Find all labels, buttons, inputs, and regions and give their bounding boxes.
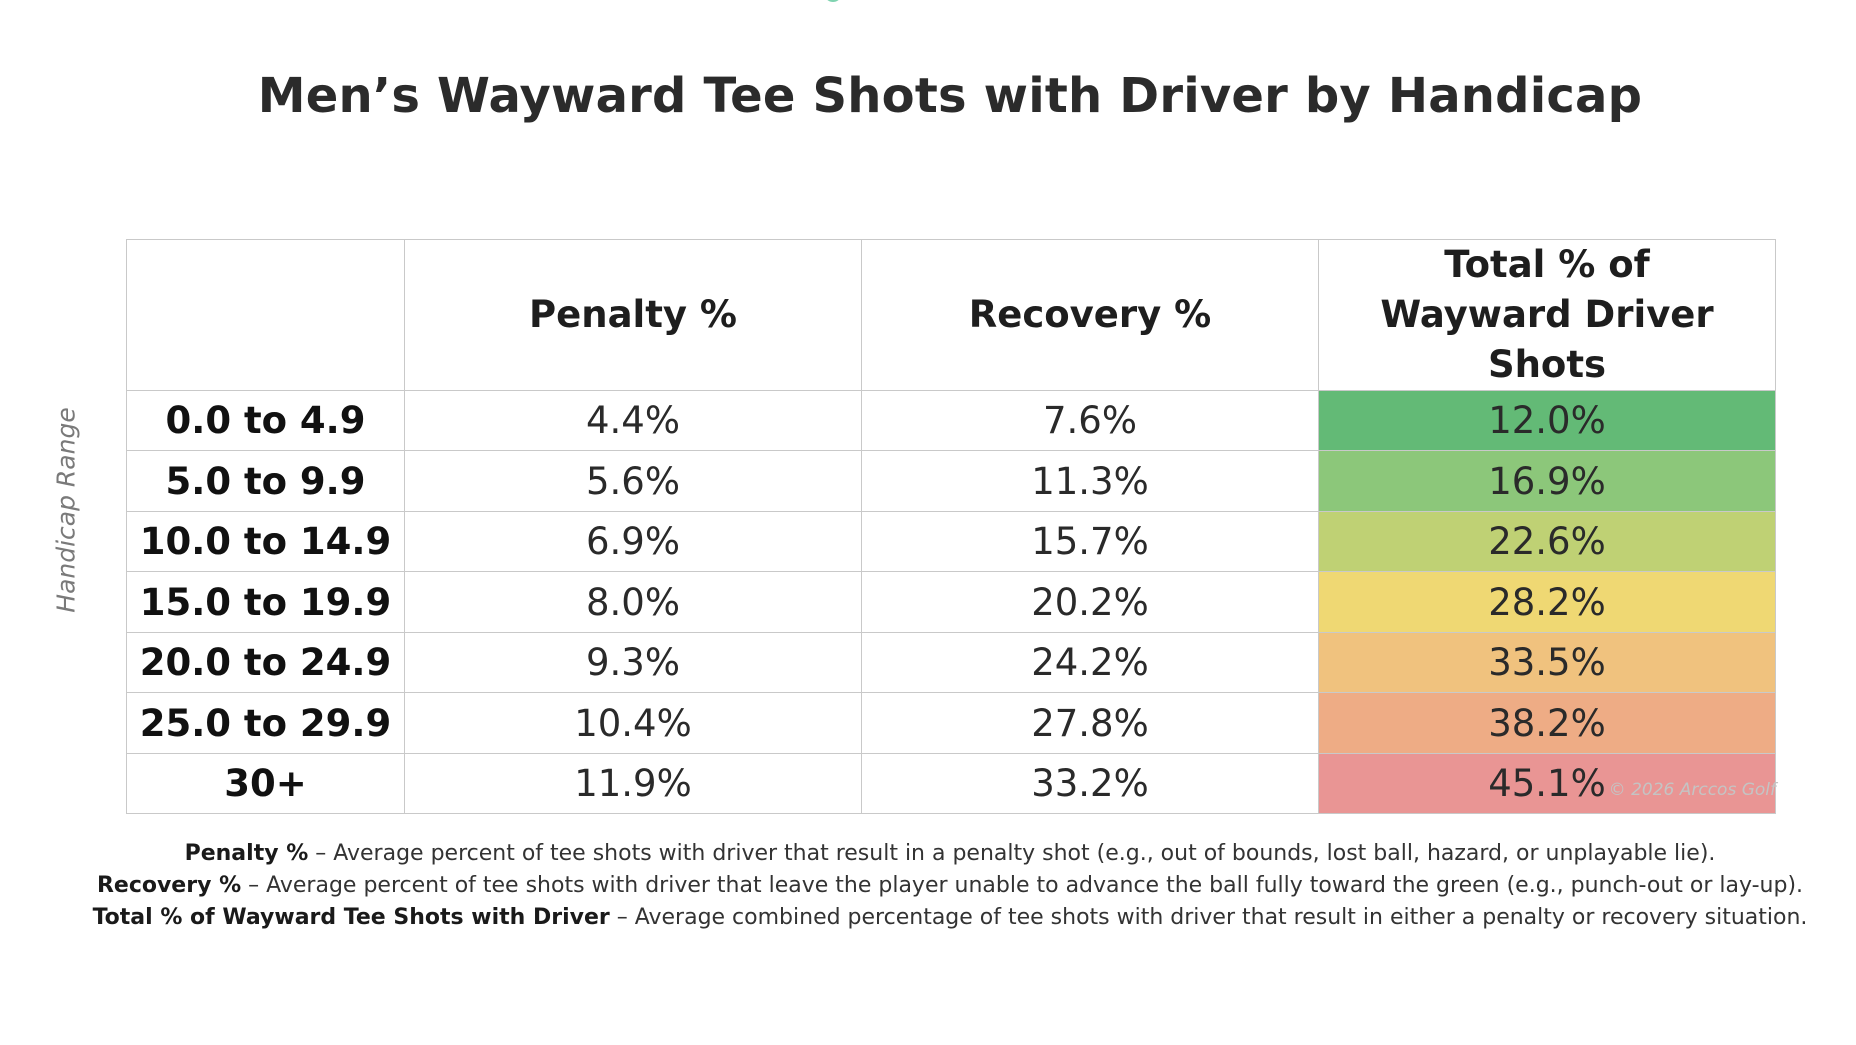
footnote-text: – Average combined percentage of tee sho… — [609, 905, 1808, 930]
table-row: 5.0 to 9.9 5.6% 11.3% 16.9% — [126, 450, 1776, 512]
header-penalty: Penalty % — [404, 239, 862, 391]
total-cell: 22.6% — [1318, 510, 1776, 573]
handicap-cell: 5.0 to 9.9 — [126, 450, 405, 512]
total-cell: 33.5% — [1318, 631, 1776, 694]
recovery-cell: 7.6% — [861, 389, 1319, 452]
penalty-cell: 4.4% — [404, 389, 862, 452]
footnote-term: Recovery % — [96, 873, 242, 898]
recovery-cell: 15.7% — [861, 510, 1319, 573]
total-cell: 28.2% — [1318, 571, 1776, 633]
recovery-cell: 24.2% — [861, 631, 1319, 694]
table-row: 10.0 to 14.9 6.9% 15.7% 22.6% — [126, 510, 1776, 573]
recovery-cell: 20.2% — [861, 571, 1319, 633]
header-total: Total % of Wayward Driver Shots — [1318, 239, 1776, 391]
total-cell: 16.9% — [1318, 450, 1776, 512]
handicap-cell: 10.0 to 14.9 — [126, 510, 405, 573]
table-row: 15.0 to 19.9 8.0% 20.2% 28.2% — [126, 571, 1776, 633]
header-total-text: Total % of Wayward Driver Shots — [1380, 243, 1714, 386]
table-row: 25.0 to 29.9 10.4% 27.8% 38.2% — [126, 692, 1776, 754]
top-cropped-mark — [826, 0, 840, 2]
header-handicap — [126, 239, 405, 391]
handicap-cell: 20.0 to 24.9 — [126, 631, 405, 694]
penalty-cell: 8.0% — [404, 571, 862, 633]
footnote-penalty: Penalty % – Average percent of tee shots… — [0, 838, 1856, 870]
page-title: Men’s Wayward Tee Shots with Driver by H… — [257, 68, 1643, 124]
table-row: 20.0 to 24.9 9.3% 24.2% 33.5% — [126, 631, 1776, 694]
copyright-watermark: © 2026 Arccos Golf — [1608, 780, 1776, 800]
total-cell: 45.1% — [1318, 752, 1776, 815]
handicap-cell: 25.0 to 29.9 — [126, 692, 405, 754]
recovery-cell: 33.2% — [861, 752, 1319, 815]
footnote-text: – Average percent of tee shots with driv… — [308, 841, 1716, 866]
footnote-text: – Average percent of tee shots with driv… — [241, 873, 1804, 898]
header-recovery: Recovery % — [861, 239, 1319, 391]
penalty-cell: 9.3% — [404, 631, 862, 694]
penalty-cell: 6.9% — [404, 510, 862, 573]
handicap-cell: 30+ — [126, 752, 405, 815]
total-cell: 38.2% — [1318, 692, 1776, 754]
row-axis-label: Handicap Range — [51, 407, 81, 613]
table-row: 30+ 11.9% 33.2% 45.1% — [126, 752, 1776, 815]
recovery-cell: 27.8% — [861, 692, 1319, 754]
total-cell: 12.0% — [1318, 389, 1776, 452]
recovery-cell: 11.3% — [861, 450, 1319, 512]
penalty-cell: 11.9% — [404, 752, 862, 815]
penalty-cell: 10.4% — [404, 692, 862, 754]
footnote-total: Total % of Wayward Tee Shots with Driver… — [0, 902, 1856, 934]
footnotes: Penalty % – Average percent of tee shots… — [0, 838, 1856, 934]
handicap-cell: 15.0 to 19.9 — [126, 571, 405, 633]
footnote-recovery: Recovery % – Average percent of tee shot… — [0, 870, 1856, 902]
handicap-cell: 0.0 to 4.9 — [126, 389, 405, 452]
footnote-term: Penalty % — [184, 841, 309, 866]
penalty-cell: 5.6% — [404, 450, 862, 512]
table-header-row: Penalty % Recovery % Total % of Wayward … — [126, 239, 1776, 391]
table-row: 0.0 to 4.9 4.4% 7.6% 12.0% — [126, 389, 1776, 452]
handicap-table: Penalty % Recovery % Total % of Wayward … — [126, 239, 1776, 815]
footnote-term: Total % of Wayward Tee Shots with Driver — [92, 905, 610, 930]
